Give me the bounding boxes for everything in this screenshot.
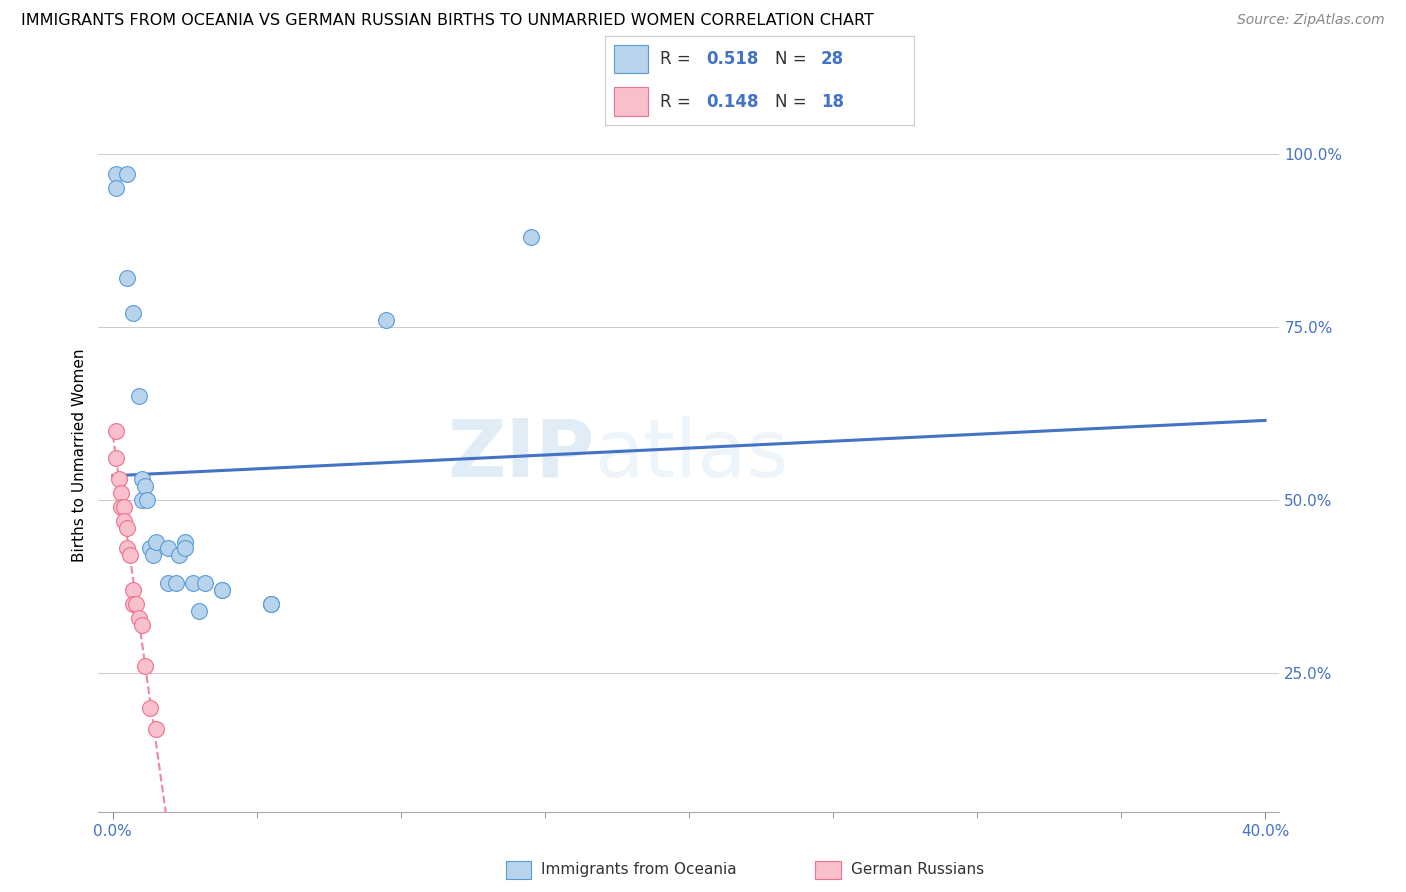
Point [194, 576, 217, 591]
Text: Source: ZipAtlas.com: Source: ZipAtlas.com [1237, 13, 1385, 28]
Point [519, 229, 541, 244]
Point [115, 541, 138, 556]
Point [115, 271, 138, 285]
Point [173, 541, 195, 556]
Point [128, 611, 150, 625]
Text: 18: 18 [821, 93, 844, 111]
Bar [614, 87, 648, 116]
Point [131, 472, 153, 486]
Point [104, 181, 127, 195]
Point [112, 514, 135, 528]
Point [156, 541, 179, 556]
Text: IMMIGRANTS FROM OCEANIA VS GERMAN RUSSIAN BIRTHS TO UNMARRIED WOMEN CORRELATION : IMMIGRANTS FROM OCEANIA VS GERMAN RUSSIA… [21, 13, 875, 29]
Point [128, 389, 150, 403]
Point [211, 582, 233, 597]
Text: Immigrants from Oceania: Immigrants from Oceania [541, 863, 737, 877]
Point [173, 534, 195, 549]
Point [136, 492, 159, 507]
Point [110, 486, 132, 500]
Point [183, 576, 205, 591]
Point [104, 451, 127, 466]
Point [120, 549, 142, 563]
Point [125, 597, 148, 611]
Point [115, 167, 138, 181]
Point [260, 597, 283, 611]
Bar [614, 45, 648, 73]
Text: 0.148: 0.148 [707, 93, 759, 111]
Point [145, 722, 167, 736]
Point [131, 492, 153, 507]
Point [122, 597, 145, 611]
Point [122, 306, 145, 320]
Text: N =: N = [775, 93, 811, 111]
Point [211, 582, 233, 597]
Point [139, 700, 162, 714]
Point [145, 534, 167, 549]
Point [134, 659, 156, 673]
Point [115, 521, 138, 535]
Text: 0.518: 0.518 [707, 50, 759, 68]
Point [107, 472, 129, 486]
Point [375, 313, 398, 327]
Point [112, 500, 135, 514]
Text: atlas: atlas [595, 416, 789, 494]
Text: R =: R = [661, 93, 696, 111]
Point [188, 604, 211, 618]
Point [165, 576, 187, 591]
Point [260, 597, 283, 611]
Point [134, 479, 156, 493]
Point [104, 167, 127, 181]
Text: R =: R = [661, 50, 696, 68]
Point [167, 549, 190, 563]
Point [131, 617, 153, 632]
Point [142, 549, 165, 563]
Y-axis label: Births to Unmarried Women: Births to Unmarried Women [72, 348, 87, 562]
Point [122, 582, 145, 597]
Point [110, 500, 132, 514]
Text: N =: N = [775, 50, 811, 68]
Text: German Russians: German Russians [851, 863, 984, 877]
Point [156, 576, 179, 591]
Point [139, 541, 162, 556]
Point [104, 424, 127, 438]
Text: 28: 28 [821, 50, 844, 68]
Text: ZIP: ZIP [447, 416, 595, 494]
